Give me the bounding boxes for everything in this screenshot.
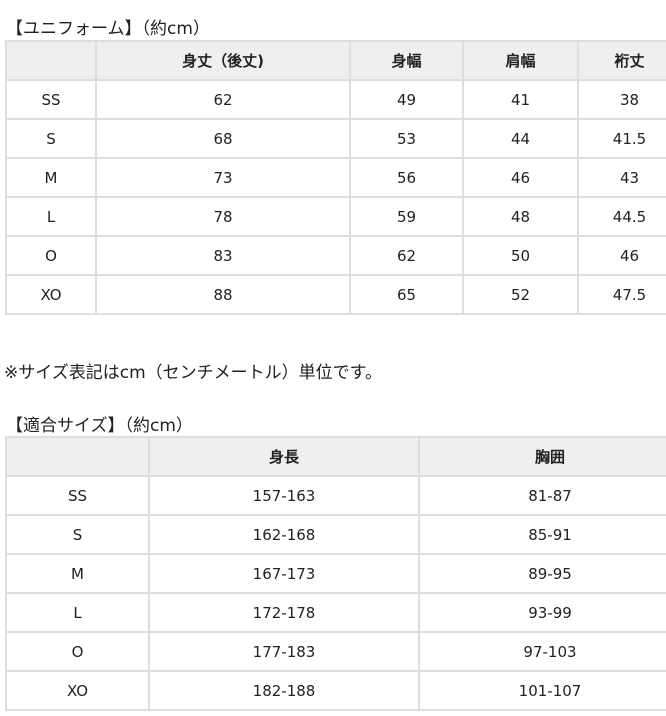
unit-note: ※サイズ表記はcm（センチメートル）単位です。 xyxy=(4,363,382,383)
table-cell: 97-103 xyxy=(418,631,666,672)
size-label: SS xyxy=(5,475,150,516)
table-cell: 68 xyxy=(95,118,351,159)
table-row: S 68 53 44 41.5 xyxy=(5,118,666,159)
table-cell: 46 xyxy=(462,157,579,198)
table-cell: 88 xyxy=(95,274,351,315)
table-row: XO 182-188 101-107 xyxy=(5,670,666,711)
table-cell: 172-178 xyxy=(148,592,420,633)
table-cell: 47.5 xyxy=(577,274,666,315)
table-cell: 44.5 xyxy=(577,196,666,237)
table-cell: 182-188 xyxy=(148,670,420,711)
table-cell: 85-91 xyxy=(418,514,666,555)
column-header xyxy=(5,436,150,477)
size-label: M xyxy=(5,157,97,198)
table-cell: 62 xyxy=(95,79,351,120)
fit-title: 【適合サイズ】（約cm） xyxy=(6,416,193,436)
table-cell: 65 xyxy=(349,274,464,315)
size-label: XO xyxy=(5,274,97,315)
table-cell: 167-173 xyxy=(148,553,420,594)
table-cell: 46 xyxy=(577,235,666,276)
table-cell: 44 xyxy=(462,118,579,159)
table-row: XO 88 65 52 47.5 xyxy=(5,274,666,315)
table-row: M 167-173 89-95 xyxy=(5,553,666,594)
column-header: 身幅 xyxy=(349,40,464,81)
header-row: 身丈（後丈) 身幅 肩幅 裄丈 xyxy=(5,40,666,81)
table-row: S 162-168 85-91 xyxy=(5,514,666,555)
table-row: SS 157-163 81-87 xyxy=(5,475,666,516)
table-cell: 38 xyxy=(577,79,666,120)
table-cell: 83 xyxy=(95,235,351,276)
table-cell: 41 xyxy=(462,79,579,120)
size-label: O xyxy=(5,235,97,276)
column-header: 裄丈 xyxy=(577,40,666,81)
table-cell: 157-163 xyxy=(148,475,420,516)
size-label: XO xyxy=(5,670,150,711)
table-row: SS 62 49 41 38 xyxy=(5,79,666,120)
uniform-size-table: 身丈（後丈) 身幅 肩幅 裄丈 SS 62 49 41 38 S 68 53 44 41.5 M 73 56 46… xyxy=(5,40,666,315)
table-row: M 73 56 46 43 xyxy=(5,157,666,198)
table-cell: 101-107 xyxy=(418,670,666,711)
column-header: 胸囲 xyxy=(418,436,666,477)
table-row: L 172-178 93-99 xyxy=(5,592,666,633)
table-cell: 43 xyxy=(577,157,666,198)
table-cell: 162-168 xyxy=(148,514,420,555)
table-row: L 78 59 48 44.5 xyxy=(5,196,666,237)
table-cell: 48 xyxy=(462,196,579,237)
table-cell: 177-183 xyxy=(148,631,420,672)
size-label: O xyxy=(5,631,150,672)
table-cell: 50 xyxy=(462,235,579,276)
size-label: M xyxy=(5,553,150,594)
fit-size-table: 身長 胸囲 SS 157-163 81-87 S 162-168 85-91 M 167-173 8… xyxy=(5,436,666,711)
column-header: 身長 xyxy=(148,436,420,477)
table-cell: 78 xyxy=(95,196,351,237)
table-cell: 52 xyxy=(462,274,579,315)
table-cell: 41.5 xyxy=(577,118,666,159)
table-cell: 62 xyxy=(349,235,464,276)
table-cell: 73 xyxy=(95,157,351,198)
size-label: S xyxy=(5,118,97,159)
column-header xyxy=(5,40,97,81)
size-label: L xyxy=(5,592,150,633)
header-row: 身長 胸囲 xyxy=(5,436,666,477)
size-label: SS xyxy=(5,79,97,120)
size-label: L xyxy=(5,196,97,237)
column-header: 肩幅 xyxy=(462,40,579,81)
column-header: 身丈（後丈) xyxy=(95,40,351,81)
table-cell: 89-95 xyxy=(418,553,666,594)
table-cell: 93-99 xyxy=(418,592,666,633)
table-cell: 49 xyxy=(349,79,464,120)
table-row: O 177-183 97-103 xyxy=(5,631,666,672)
table-cell: 56 xyxy=(349,157,464,198)
table-cell: 53 xyxy=(349,118,464,159)
table-cell: 81-87 xyxy=(418,475,666,516)
size-label: S xyxy=(5,514,150,555)
uniform-title: 【ユニフォーム】（約cm） xyxy=(6,19,210,39)
table-row: O 83 62 50 46 xyxy=(5,235,666,276)
table-cell: 59 xyxy=(349,196,464,237)
